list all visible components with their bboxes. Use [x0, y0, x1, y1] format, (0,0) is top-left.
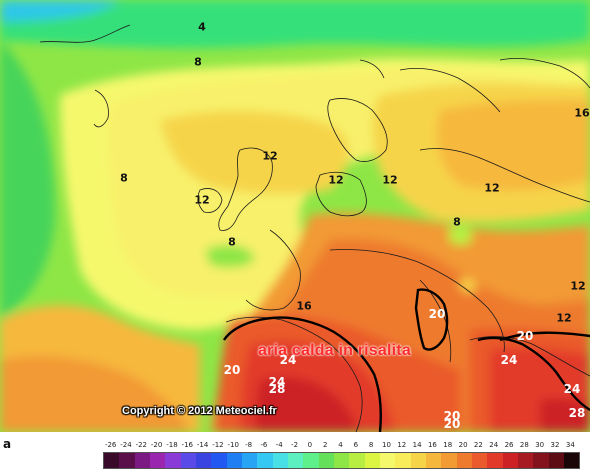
contour-label: 16: [574, 106, 590, 120]
legend-tick-label: -14: [196, 441, 209, 449]
legend-swatch: [211, 453, 227, 468]
legend-swatch: [257, 453, 273, 468]
legend-tick-labels: -26 -24 -22 -20 -18 -16 -14 -12 -10 -8 -6 -4 -2 0 2 4 6 8…: [103, 441, 578, 451]
contour-label: 12: [484, 181, 500, 195]
legend-swatch: [318, 453, 334, 468]
legend-swatch: [533, 453, 549, 468]
legend-swatch: [303, 453, 319, 468]
legend-tick-label: -10: [227, 441, 239, 449]
legend-swatch: [149, 453, 166, 468]
legend-tick-label: 8: [368, 441, 374, 449]
legend-tick-label: -18: [166, 441, 178, 449]
contour-label: 28: [268, 382, 286, 396]
legend-swatch: [395, 453, 411, 468]
contour-label: 12: [262, 149, 278, 163]
legend-tick-label: 26: [504, 441, 514, 449]
contour-label: 24: [500, 353, 518, 367]
contour-label: 20: [443, 417, 461, 431]
contour-label: 8: [228, 235, 236, 249]
color-scale-bar: [103, 452, 580, 469]
legend-tick-label: 24: [489, 441, 499, 449]
legend-tick-label: 22: [473, 441, 483, 449]
thick-contours: [223, 288, 590, 432]
legend-tick-label: -26: [104, 441, 117, 449]
contour-label: 16: [296, 299, 312, 313]
legend-tick-label: 30: [535, 441, 545, 449]
contour-label: 8: [194, 55, 202, 69]
temperature-field: [0, 0, 590, 432]
contour-label: 8: [453, 215, 461, 229]
legend-swatch: [119, 453, 135, 468]
contour-label: 12: [328, 173, 344, 187]
contour-label: 20: [516, 329, 534, 343]
contour-label: 24: [279, 353, 297, 367]
legend-letter: a: [3, 437, 12, 451]
legend-tick-label: 16: [427, 441, 437, 449]
legend-swatch: [410, 453, 426, 468]
legend-swatch: [272, 453, 288, 468]
legend-tick-label: -24: [120, 441, 132, 449]
temperature-map: [0, 0, 590, 432]
contour-label: 4: [198, 20, 206, 34]
legend-tick-label: 2: [322, 441, 328, 449]
legend-swatch: [471, 453, 488, 468]
legend-tick-label: -6: [260, 441, 268, 449]
legend-tick-label: 20: [458, 441, 468, 449]
contour-label: 20: [443, 409, 461, 423]
legend-tick-label: -12: [212, 441, 224, 449]
legend-tick-label: 18: [443, 441, 453, 449]
legend-tick-label: -20: [150, 441, 163, 449]
legend-swatch: [364, 453, 380, 468]
legend-swatch: [379, 453, 396, 468]
legend-swatch: [333, 453, 350, 468]
contour-label: 24: [268, 375, 286, 389]
legend-swatch: [134, 453, 150, 468]
legend-tick-label: -16: [181, 441, 193, 449]
contour-label: 12: [570, 279, 586, 293]
legend-tick-label: 12: [397, 441, 407, 449]
legend-swatch: [517, 453, 534, 468]
legend-swatch: [226, 453, 242, 468]
legend-swatch: [165, 453, 181, 468]
legend-tick-label: 28: [519, 441, 529, 449]
legend-tick-label: 14: [412, 441, 422, 449]
legend-tick-label: 0: [307, 441, 313, 449]
legend-tick-label: 10: [381, 441, 391, 449]
legend-swatch: [502, 453, 518, 468]
legend-swatch: [104, 453, 120, 468]
legend-swatch: [180, 453, 196, 468]
legend-tick-label: 6: [353, 441, 359, 449]
legend-tick-label: -4: [275, 441, 283, 449]
legend-swatch: [425, 453, 442, 468]
legend-swatch: [241, 453, 258, 468]
legend-tick-label: 32: [550, 441, 560, 449]
legend-swatch: [195, 453, 212, 468]
legend-swatch: [441, 453, 457, 468]
contour-label: 12: [194, 193, 210, 207]
legend-swatch: [563, 453, 580, 468]
contour-label: 24: [563, 382, 581, 396]
map-annotation: aria calda in risalita: [258, 342, 411, 359]
legend-tick-label: 34: [565, 441, 575, 449]
legend-swatch: [287, 453, 304, 468]
contour-label: 20: [428, 307, 446, 321]
contour-label: 8: [120, 171, 128, 185]
contour-label: 20: [223, 363, 241, 377]
legend-tick-label: -2: [291, 441, 299, 449]
contour-label: 28: [568, 406, 586, 420]
contour-label: 12: [382, 173, 398, 187]
temperature-bands: [0, 0, 590, 432]
legend-tick-label: 4: [338, 441, 343, 449]
legend-tick-label: -8: [245, 441, 253, 449]
legend-swatch: [349, 453, 365, 468]
copyright-notice: Copyright © 2012 Meteociel.fr: [122, 405, 277, 417]
legend-swatch: [456, 453, 472, 468]
contour-label: 12: [556, 311, 572, 325]
legend-swatch: [548, 453, 564, 468]
legend-tick-label: -22: [135, 441, 148, 449]
legend-swatch: [487, 453, 503, 468]
